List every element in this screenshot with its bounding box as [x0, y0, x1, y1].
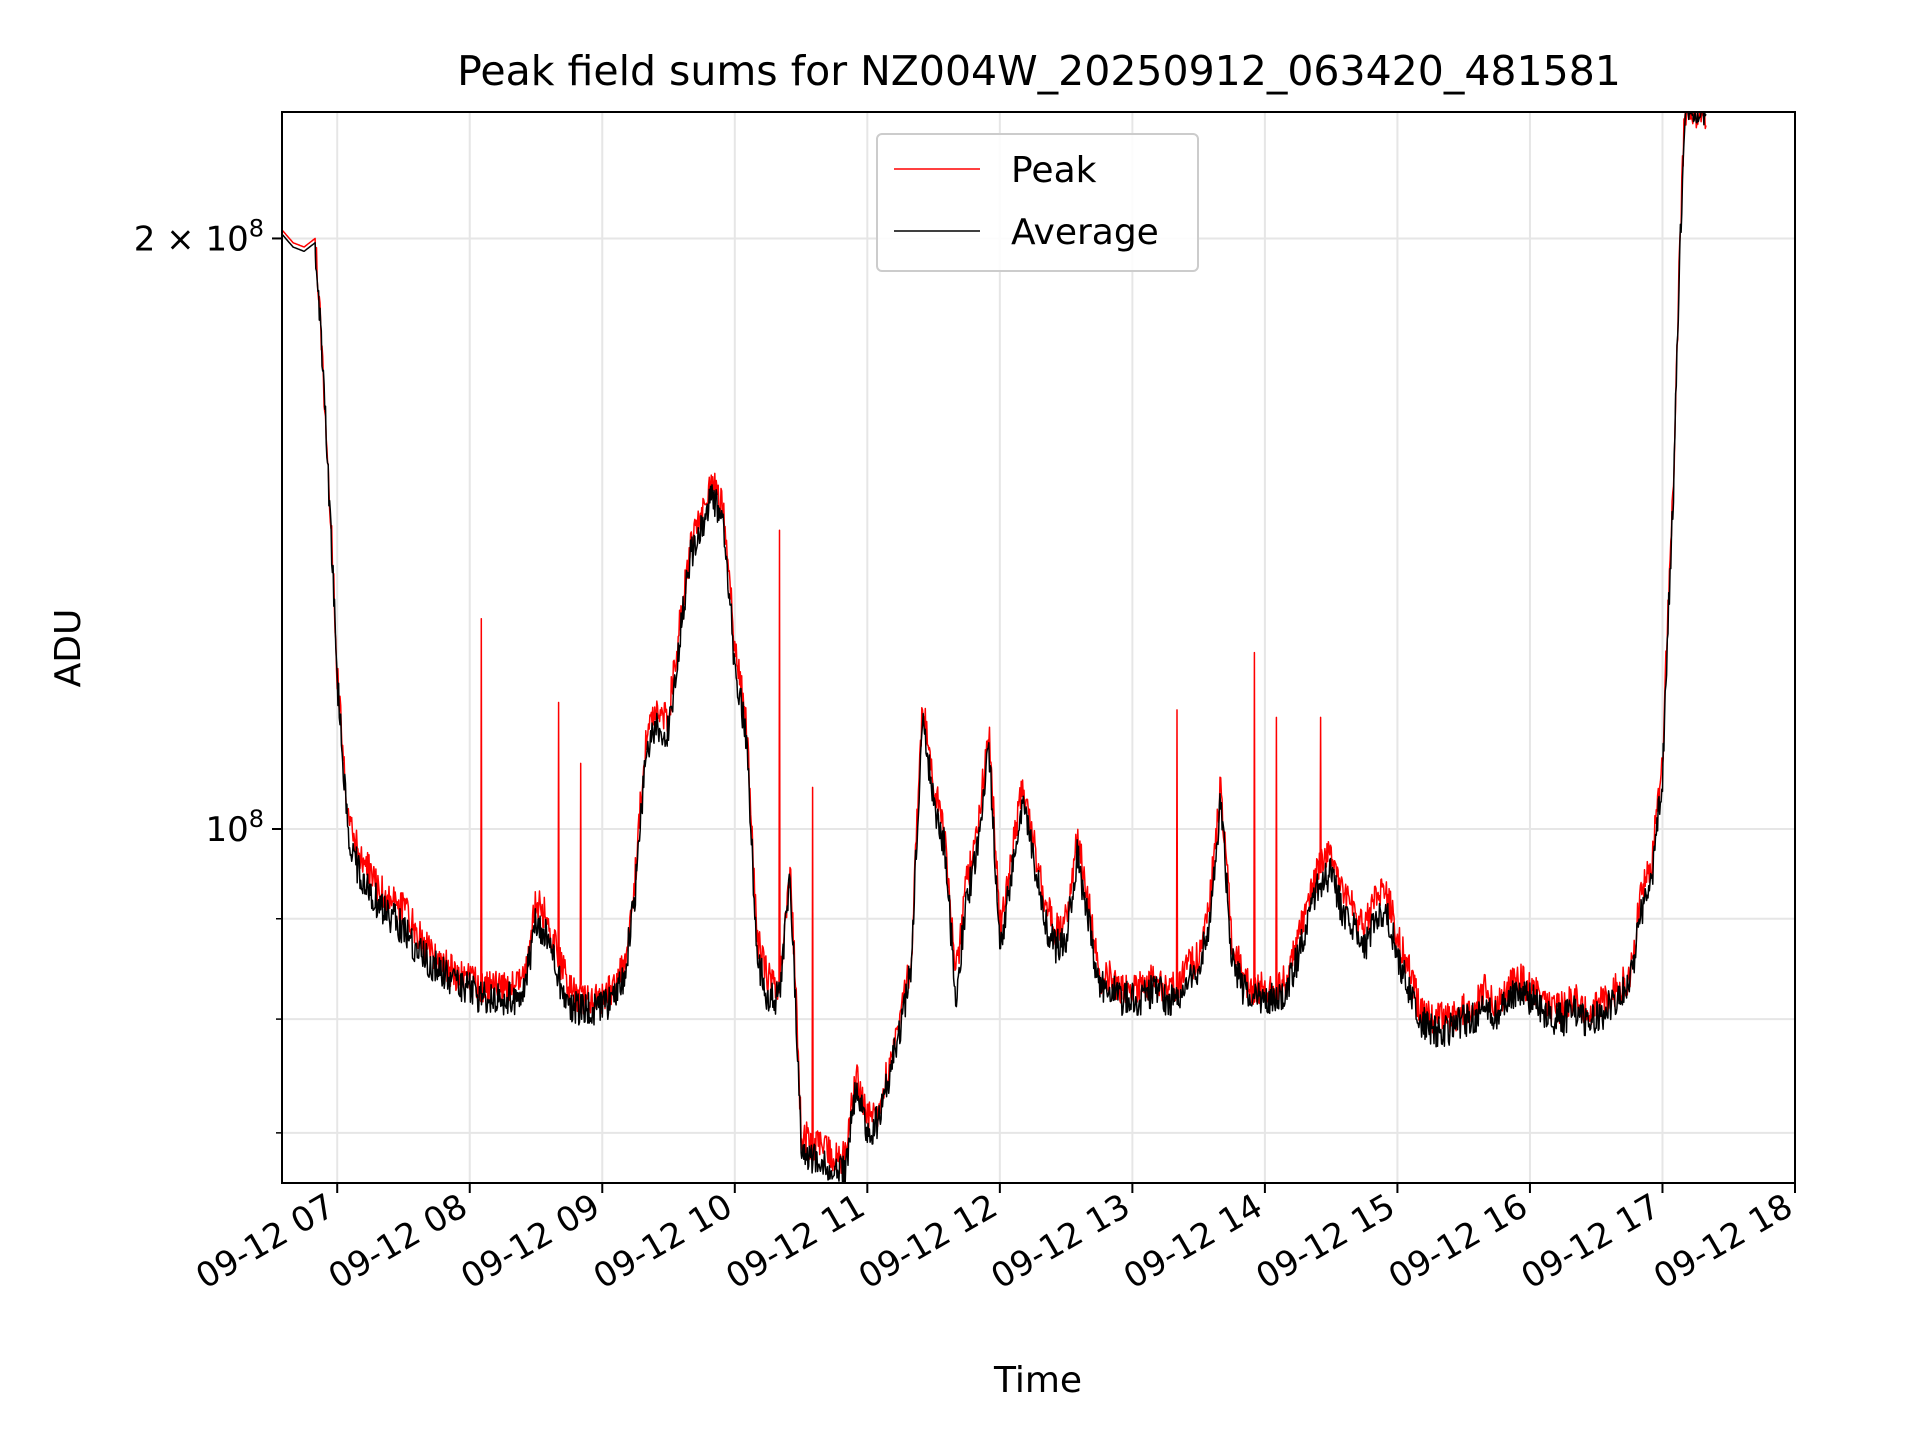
series-layer — [282, 112, 1707, 1183]
x-axis-label: Time — [993, 1360, 1082, 1401]
y-axis-label: ADU — [48, 609, 89, 688]
legend-peak-label: Peak — [1011, 150, 1097, 191]
legend-average-label: Average — [1011, 212, 1159, 253]
y-axis: 108 2 × 108 — [134, 214, 282, 1134]
grid — [282, 112, 1796, 1183]
chart-title: Peak field sums for NZ004W_20250912_0634… — [457, 47, 1621, 95]
series-average-line — [282, 112, 1707, 1183]
plot-frame — [281, 111, 1796, 1184]
y-tick-label: 108 — [205, 805, 264, 850]
y-tick-label: 2 × 108 — [134, 214, 264, 259]
legend: Peak Average — [876, 133, 1199, 272]
